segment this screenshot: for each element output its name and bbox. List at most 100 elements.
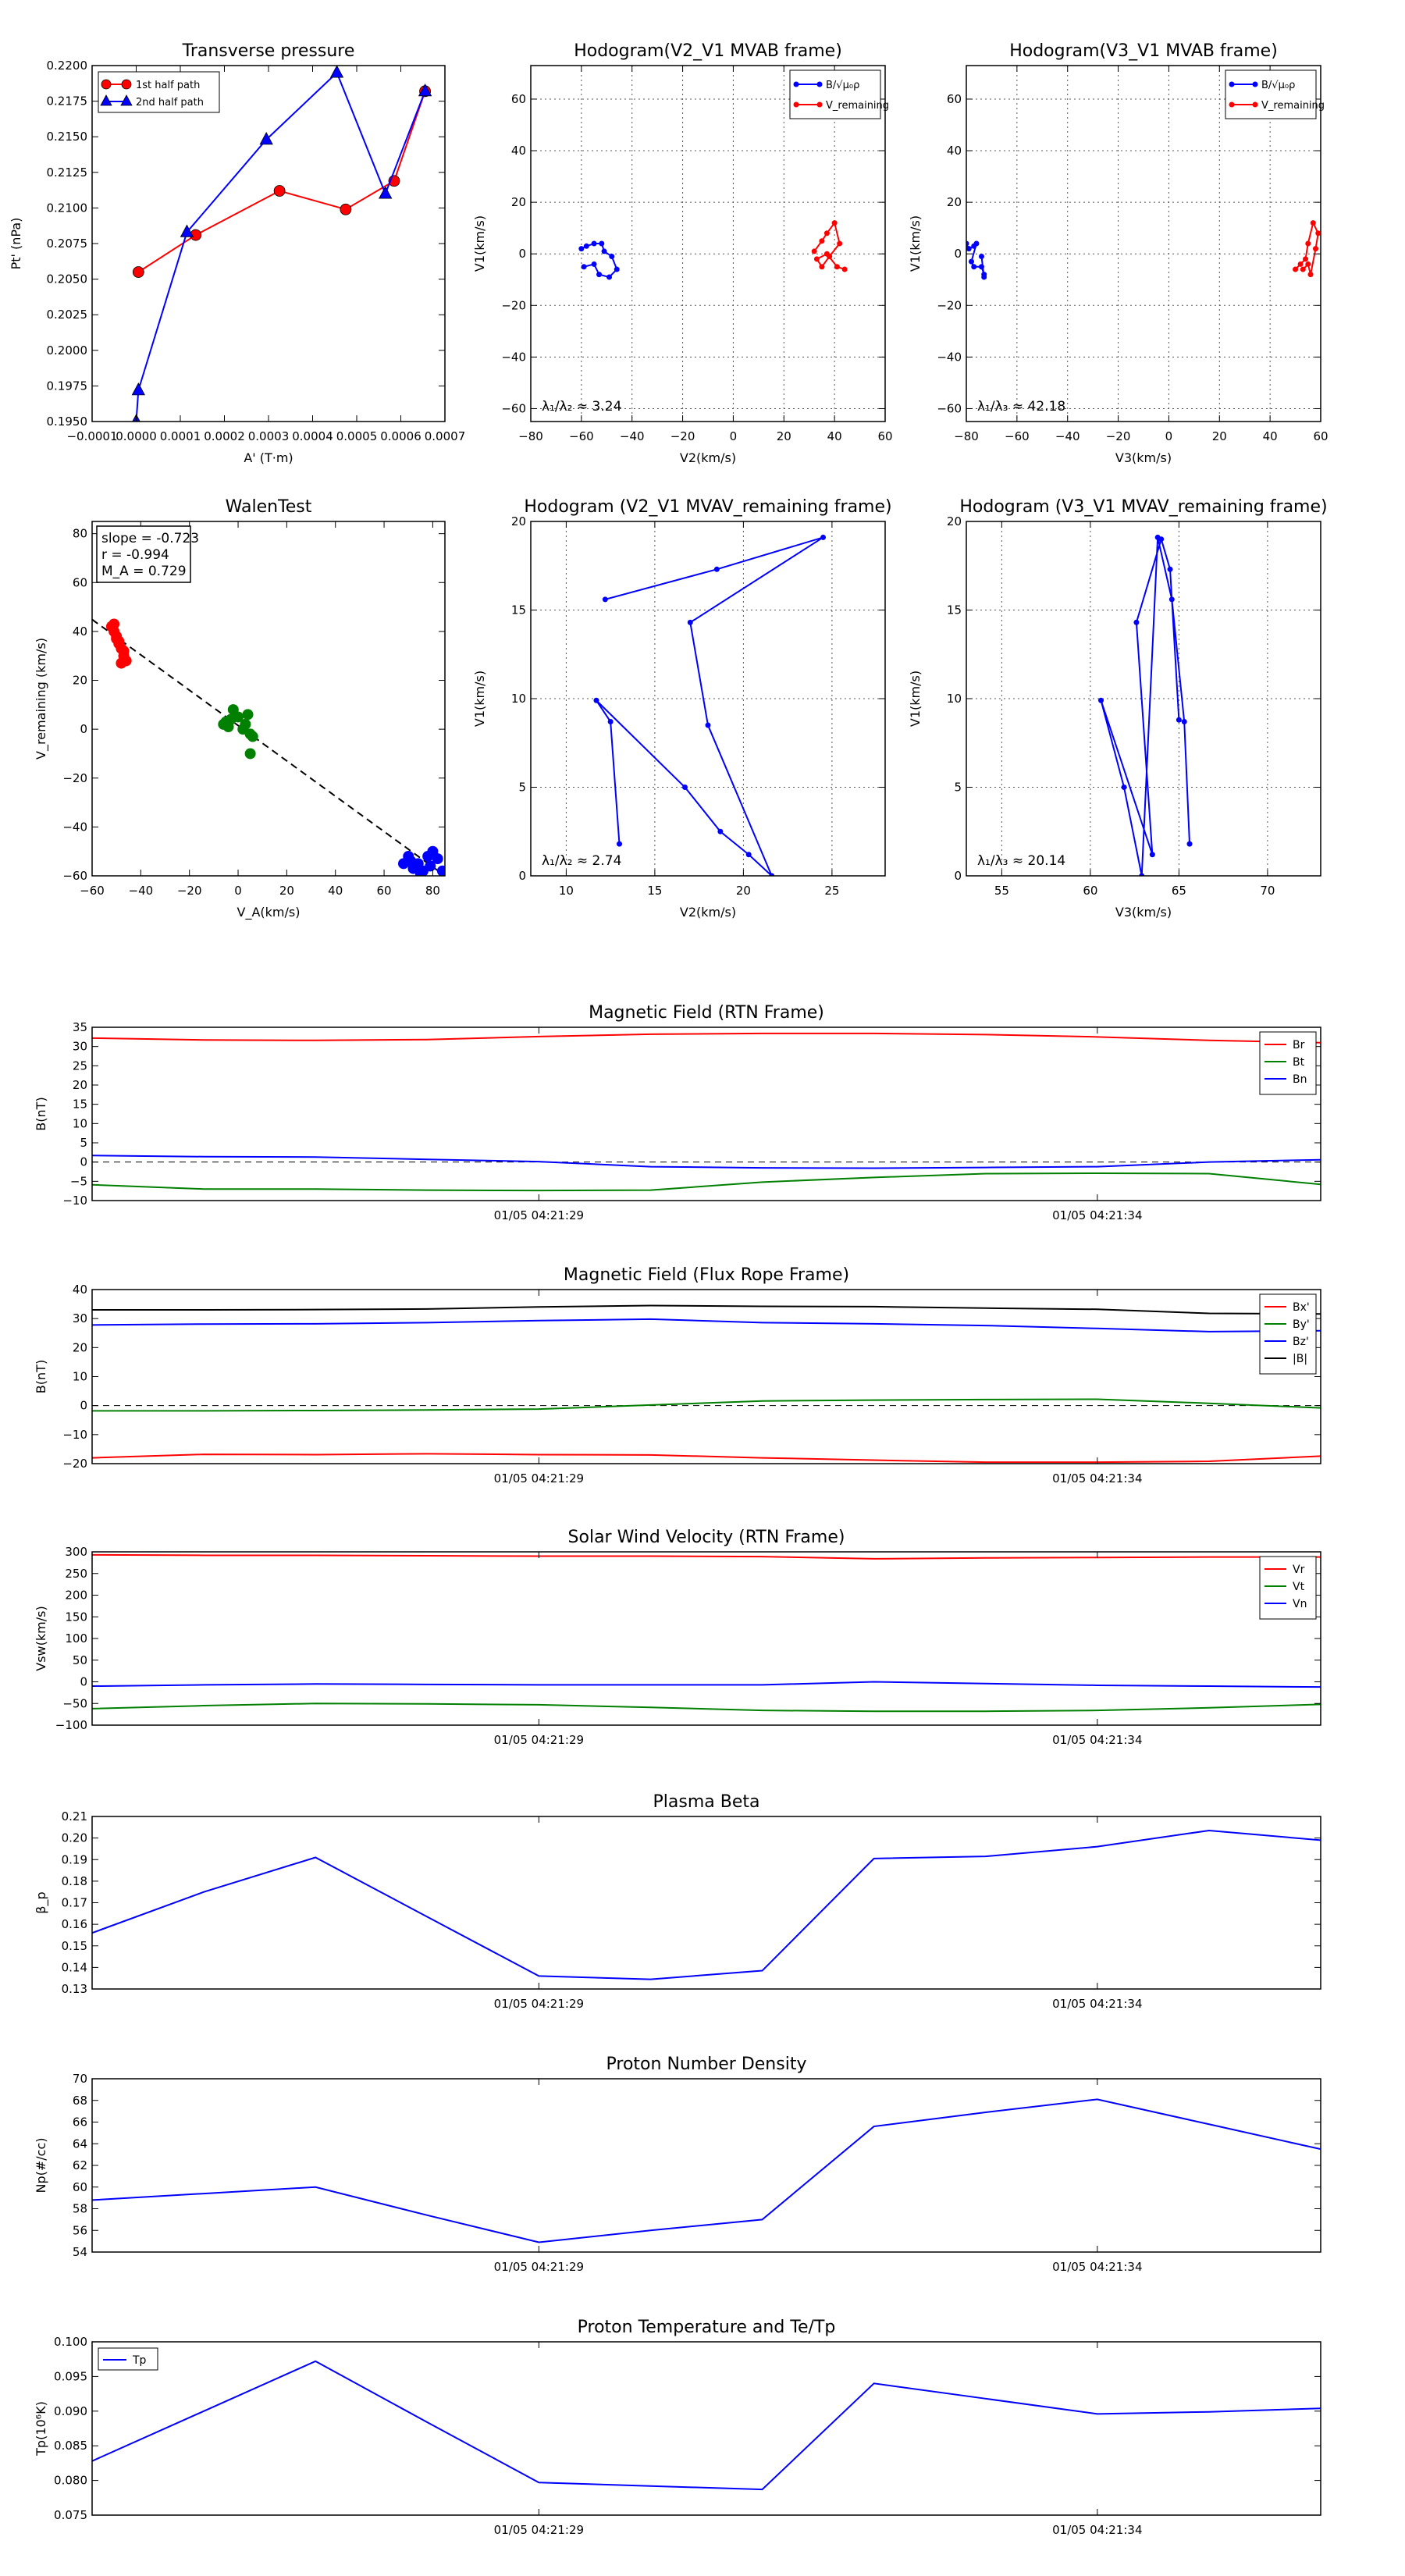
legend-marker <box>1229 81 1235 87</box>
plot-area <box>966 66 1321 422</box>
series-line-0 <box>92 1829 1321 1980</box>
data-point <box>1181 719 1187 725</box>
y-axis-label: Np(#/cc) <box>34 2138 48 2194</box>
y-tick-label: −100 <box>55 1718 87 1732</box>
data-point <box>1313 246 1319 252</box>
x-tick-label: 60 <box>877 429 892 443</box>
legend-marker <box>816 81 823 87</box>
y-tick-label: −60 <box>62 869 87 883</box>
data-point <box>596 272 603 278</box>
legend-box <box>1225 69 1317 119</box>
x-tick-label: −20 <box>670 429 695 443</box>
y-tick-label: 20 <box>511 195 526 209</box>
y-tick-label: 0.075 <box>54 2508 87 2522</box>
legend-label: Vn <box>1293 1598 1307 1610</box>
y-tick-label: 15 <box>511 603 526 617</box>
plot-frame <box>530 65 886 422</box>
x-axis-label: V2(km/s) <box>680 905 736 920</box>
x-tick-label: 0.0003 <box>248 429 290 443</box>
legend-label: B/√μ₀ρ <box>1261 80 1295 91</box>
data-point <box>273 185 286 197</box>
data-point <box>981 274 987 280</box>
data-point <box>591 261 597 267</box>
series-line-2 <box>92 1155 1321 1169</box>
y-tick-label: 0.13 <box>62 1982 87 1996</box>
x-tick-label: −40 <box>1055 429 1080 443</box>
y-tick-label: 0 <box>80 1155 87 1169</box>
y-tick-label: 0.1975 <box>47 379 88 393</box>
y-axis-label: V_remaining (km/s) <box>34 638 49 760</box>
data-point <box>813 256 820 262</box>
chart-title: Solar Wind Velocity (RTN Frame) <box>568 1528 845 1547</box>
data-point <box>978 264 984 270</box>
y-tick-label: 20 <box>73 674 87 688</box>
data-point <box>118 645 130 656</box>
x-tick-label: 20 <box>736 884 751 898</box>
y-tick-label: 0 <box>80 1675 87 1689</box>
data-point <box>968 258 974 265</box>
y-tick-label: 60 <box>73 2180 87 2194</box>
data-point <box>811 248 817 254</box>
x-tick-label: −80 <box>954 429 979 443</box>
hodogram-v2v1-mvab-panel: −80 −60 −40 −20 0 20 40 60 −60 −40 −20 0 20 40 60 Hodog… <box>472 41 893 465</box>
y-tick-label: 5 <box>954 781 962 795</box>
legend-label: 1st half path <box>136 80 200 91</box>
x-tick-label: 0 <box>730 429 738 443</box>
y-tick-label: 0.095 <box>54 2369 87 2383</box>
y-tick-label: 50 <box>73 1653 87 1667</box>
y-axis-label: Vsw(km/s) <box>34 1606 48 1670</box>
x-tick-label: 0.0007 <box>425 429 466 443</box>
data-point <box>705 722 711 728</box>
y-tick-label: 40 <box>947 144 962 158</box>
y-tick-label: 0 <box>954 869 962 883</box>
y-tick-label: 5 <box>80 1136 87 1150</box>
data-point <box>247 731 258 742</box>
plot-area <box>92 1829 1321 1980</box>
data-point <box>593 697 599 703</box>
data-point <box>971 264 977 270</box>
plot-area <box>92 2098 1321 2243</box>
x-tick-label: 15 <box>647 884 662 898</box>
x-tick-label: −60 <box>1005 429 1030 443</box>
data-point <box>820 534 827 540</box>
data-point <box>607 719 614 725</box>
series-line-2 <box>92 1318 1321 1332</box>
x-tick-label: 0.0000 <box>116 429 157 443</box>
data-point <box>681 785 688 790</box>
data-point <box>823 251 830 257</box>
legend-label: B/√μ₀ρ <box>826 80 859 91</box>
legend-label: Bt <box>1293 1056 1305 1069</box>
data-point <box>1121 785 1127 790</box>
y-axis-label: V1(km/s) <box>472 215 487 272</box>
walen-test-panel: −60 −40 −20 0 20 40 60 80 −60 −40 −20 0 20 40 60 80 Wale… <box>34 497 446 920</box>
data-point <box>131 382 145 396</box>
legend-label: By' <box>1293 1318 1310 1331</box>
y-tick-label: 68 <box>73 2094 87 2108</box>
legend-label: Bz' <box>1293 1336 1309 1348</box>
chart-title: Proton Number Density <box>606 2055 807 2074</box>
data-point <box>405 856 417 867</box>
y-tick-label: 10 <box>73 1116 87 1130</box>
data-point <box>414 867 426 876</box>
data-point <box>244 748 256 760</box>
y-tick-label: 60 <box>73 575 87 589</box>
legend-marker <box>120 94 133 106</box>
plot-area <box>92 618 445 876</box>
data-point <box>717 828 724 834</box>
data-point <box>606 274 613 280</box>
data-point <box>617 841 622 847</box>
plot-frame <box>91 2078 1321 2253</box>
y-tick-label: 80 <box>73 527 87 541</box>
y-tick-label: 300 <box>65 1545 87 1559</box>
data-point <box>116 657 127 669</box>
plot-frame <box>91 521 446 877</box>
y-tick-label: 30 <box>73 1040 87 1054</box>
x-tick-label: −40 <box>620 429 645 443</box>
series-line-0 <box>137 91 426 273</box>
legend-label: Vr <box>1293 1564 1305 1576</box>
legend-marker <box>1252 81 1258 87</box>
y-tick-label: 64 <box>73 2137 87 2151</box>
chart-title: WalenTest <box>226 497 312 517</box>
plot-area <box>531 521 885 876</box>
